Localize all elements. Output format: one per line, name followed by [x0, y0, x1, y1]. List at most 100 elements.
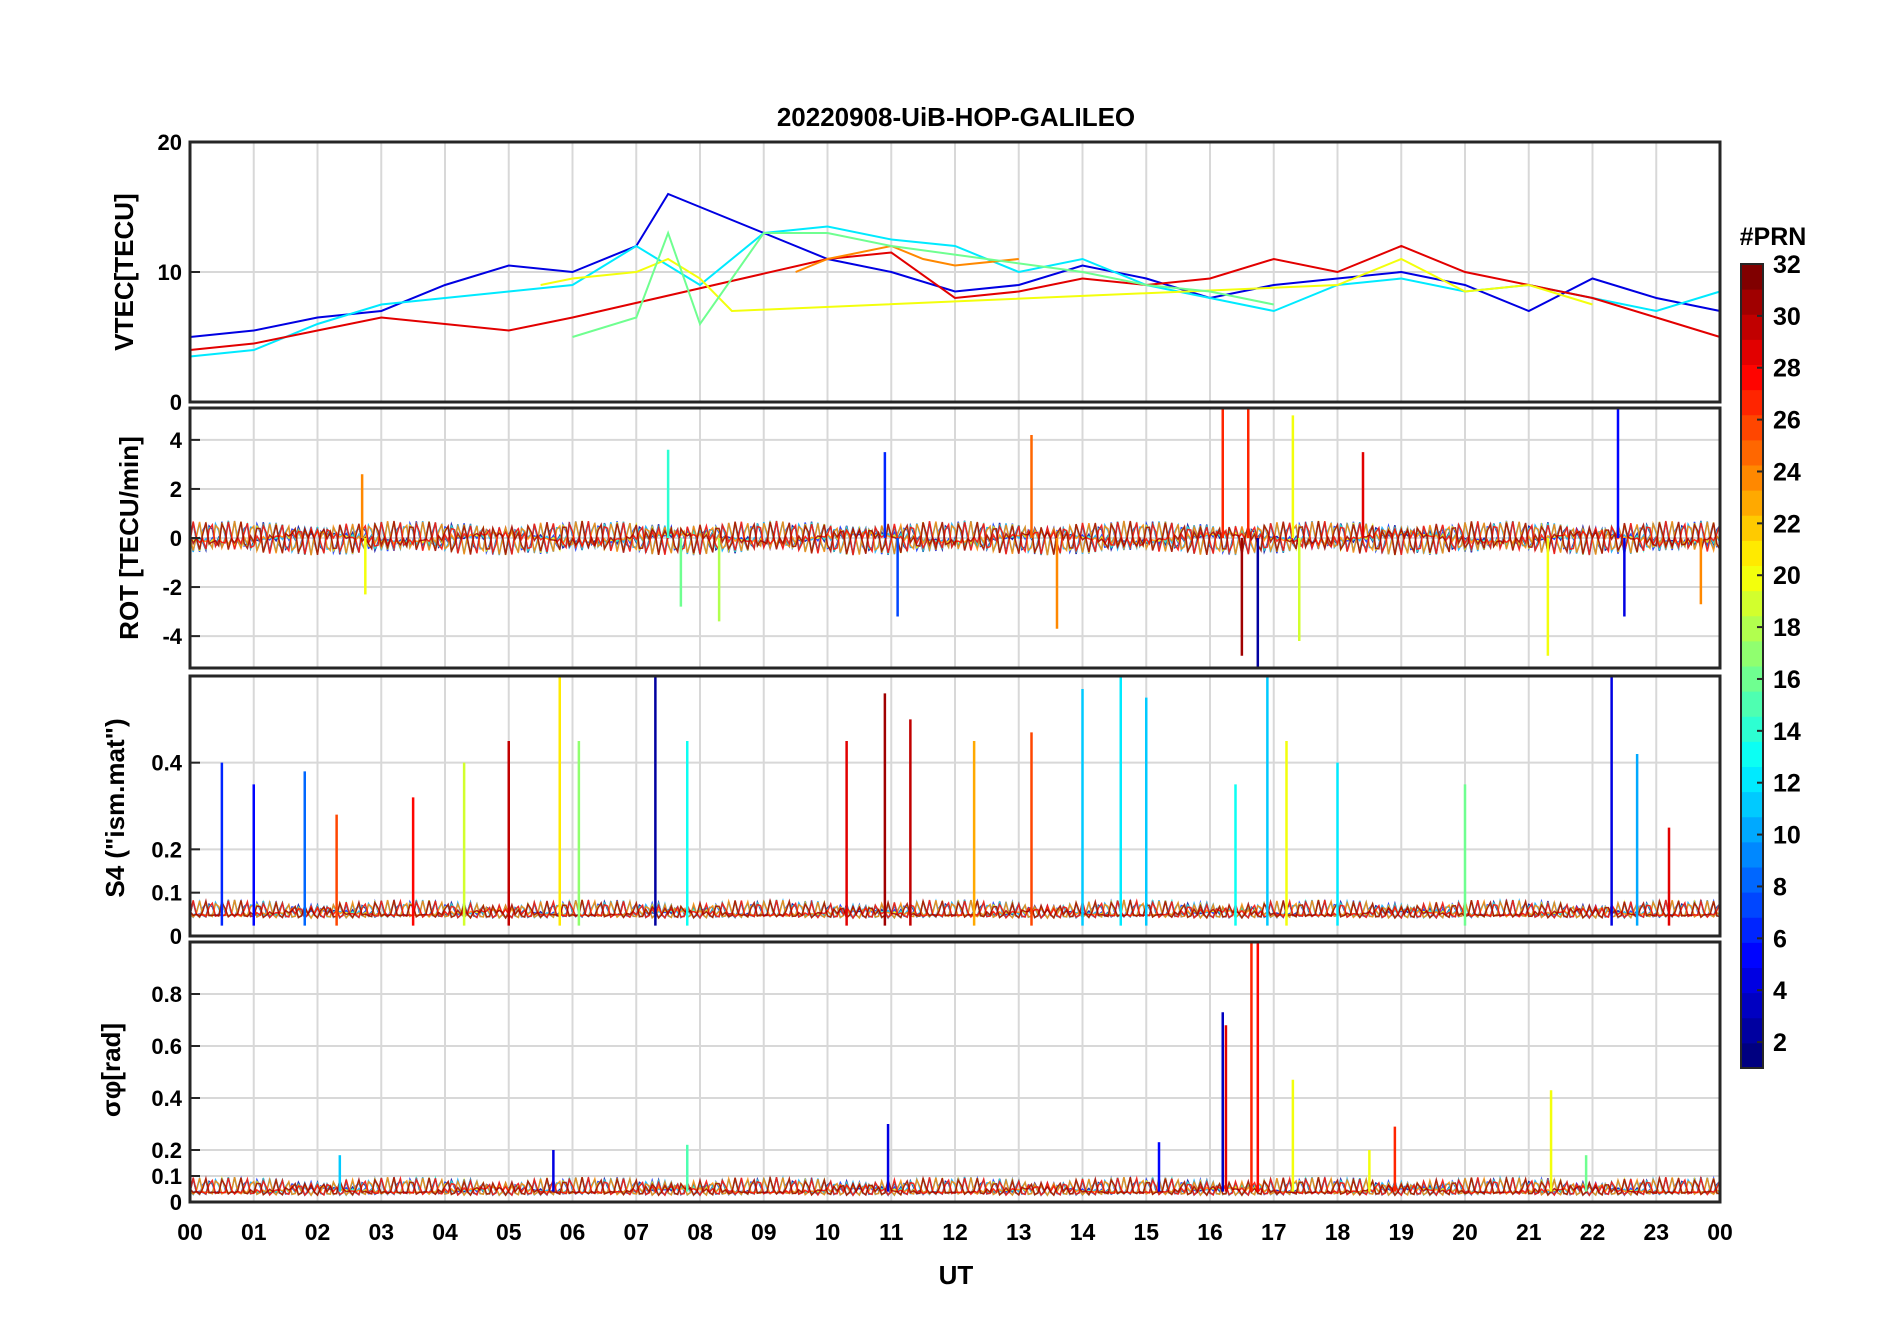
panel-sigma-phi-ylabel: σφ[rad] [96, 1023, 126, 1117]
x-tick-label: 07 [623, 1219, 649, 1245]
y-tick-label: 0.8 [151, 982, 182, 1007]
colorbar-swatch [1741, 841, 1763, 868]
colorbar-frame [1740, 263, 1764, 1069]
colorbar-swatch [1741, 590, 1763, 617]
colorbar-swatch [1741, 289, 1763, 315]
x-tick-label: 21 [1516, 1219, 1542, 1245]
x-tick-label: 16 [1197, 1219, 1223, 1245]
y-tick-label: 0.1 [151, 1164, 182, 1189]
colorbar-swatch [1741, 741, 1763, 767]
panel-rot-yticks: -4 -2 0 2 4 [162, 406, 1722, 670]
colorbar-tick-label: 16 [1773, 666, 1801, 694]
colorbar-swatch [1741, 691, 1763, 717]
colorbar-tick-label: 10 [1773, 822, 1801, 850]
colorbar-swatch [1741, 565, 1763, 592]
noise-line-prn-31 [189, 1175, 1721, 1197]
x-tick-label: 18 [1325, 1219, 1351, 1245]
y-tick-label: 0.4 [151, 1086, 182, 1111]
colorbar-swatch [1741, 490, 1763, 516]
colorbar-swatches [1740, 263, 1764, 1069]
colorbar-swatch [1741, 364, 1763, 391]
colorbar-tick-label: 12 [1773, 770, 1801, 798]
y-tick-label: 0.1 [151, 881, 182, 906]
x-tick-label: 05 [496, 1219, 522, 1245]
x-tick-label: 13 [1006, 1219, 1032, 1245]
panel-vtec-frame [188, 140, 1722, 404]
panel-s4-ylabel: S4 ("ism.mat") [100, 718, 130, 897]
x-axis-ticks: 00 01 02 03 04 05 06 07 08 09 10 11 12 13 14 15 16 17 18 19… [177, 1219, 1733, 1245]
chart-title: 20220908-UiB-HOP-GALILEO [777, 102, 1135, 132]
colorbar-swatch [1741, 666, 1763, 692]
panel-rot-series [189, 408, 1721, 668]
x-tick-label: 04 [432, 1219, 458, 1245]
y-tick-label: 2 [170, 477, 182, 502]
colorbar-tick-label: 4 [1773, 977, 1787, 1005]
panel-sigma-phi-frame [188, 940, 1722, 1204]
colorbar-swatch [1741, 791, 1763, 818]
x-tick-label: 00 [1707, 1219, 1733, 1245]
y-tick-label: 20 [158, 130, 182, 155]
colorbar-tick-label: 30 [1773, 303, 1801, 331]
x-tick-label: 15 [1133, 1219, 1159, 1245]
y-tick-label: 0 [170, 924, 182, 949]
colorbar-tick-label: 26 [1773, 407, 1801, 435]
colorbar-tick-label: 32 [1773, 251, 1801, 279]
colorbar-tick-label: 18 [1773, 614, 1801, 642]
noise-line-prn-31 [189, 520, 1721, 556]
x-tick-label: 01 [241, 1219, 267, 1245]
x-tick-label: 23 [1643, 1219, 1669, 1245]
series-line-prn-4 [189, 192, 1721, 338]
x-tick-label: 00 [177, 1219, 203, 1245]
panel-rot: -4 -2 0 2 4 ROT [TECU/min] [114, 406, 1722, 670]
x-tick-label: 20 [1452, 1219, 1478, 1245]
x-tick-label: 02 [305, 1219, 331, 1245]
colorbar-swatch [1741, 540, 1763, 566]
panel-s4-frame [188, 674, 1722, 938]
panel-s4-series [189, 676, 1721, 926]
x-tick-label: 19 [1388, 1219, 1414, 1245]
x-tick-label: 17 [1261, 1219, 1287, 1245]
y-tick-label: 4 [170, 428, 183, 453]
colorbar-swatch [1741, 967, 1763, 994]
colorbar-swatch [1741, 615, 1763, 642]
colorbar-tick-label: 8 [1773, 873, 1787, 901]
x-tick-label: 22 [1580, 1219, 1606, 1245]
panel-sigma-phi-grid [189, 942, 1721, 1203]
x-tick-label: 08 [687, 1219, 713, 1245]
x-tick-label: 03 [368, 1219, 394, 1245]
noise-line-prn-24 [189, 1175, 1721, 1197]
colorbar-tick-label: 14 [1773, 718, 1801, 746]
colorbar-swatch [1741, 1017, 1763, 1044]
series-line-prn-24 [795, 244, 1019, 273]
series-line-prn-29 [189, 244, 1721, 351]
panel-sigma-phi: 00.10.2 0.4 0.6 0.8 σφ[rad] [96, 940, 1722, 1215]
panel-rot-frame [188, 406, 1722, 670]
x-tick-label: 10 [815, 1219, 841, 1245]
colorbar-swatch [1741, 942, 1763, 968]
colorbar-swatch [1741, 766, 1763, 793]
panel-rot-ylabel: ROT [TECU/min] [114, 436, 144, 640]
colorbar-swatch [1741, 716, 1763, 742]
colorbar-swatch [1741, 1042, 1763, 1069]
y-tick-label: 10 [158, 260, 182, 285]
panel-s4-grid [189, 676, 1721, 937]
y-tick-label: -2 [162, 575, 182, 600]
colorbar-swatch [1741, 314, 1763, 340]
colorbar-swatch [1741, 339, 1763, 365]
colorbar-tick-label: 24 [1773, 458, 1801, 486]
y-tick-label: 0 [170, 1190, 182, 1215]
y-tick-label: 0.2 [151, 1138, 182, 1163]
colorbar-tick-label: 6 [1773, 925, 1787, 953]
panel-vtec: 0 10 20 VTEC[TECU] [109, 130, 1722, 415]
panel-vtec-yticks: 0 10 20 [158, 130, 1722, 415]
x-axis-label: UT [939, 1260, 974, 1290]
panel-s4-yticks: 0 0.1 0.2 0.4 [151, 674, 1722, 949]
colorbar-label: #PRN [1740, 223, 1807, 251]
colorbar-swatch [1741, 917, 1763, 943]
colorbar-tick-label: 20 [1773, 562, 1801, 590]
y-tick-label: 0.2 [151, 837, 182, 862]
panel-sigma-phi-series [189, 942, 1721, 1197]
colorbar-swatch [1741, 465, 1763, 491]
